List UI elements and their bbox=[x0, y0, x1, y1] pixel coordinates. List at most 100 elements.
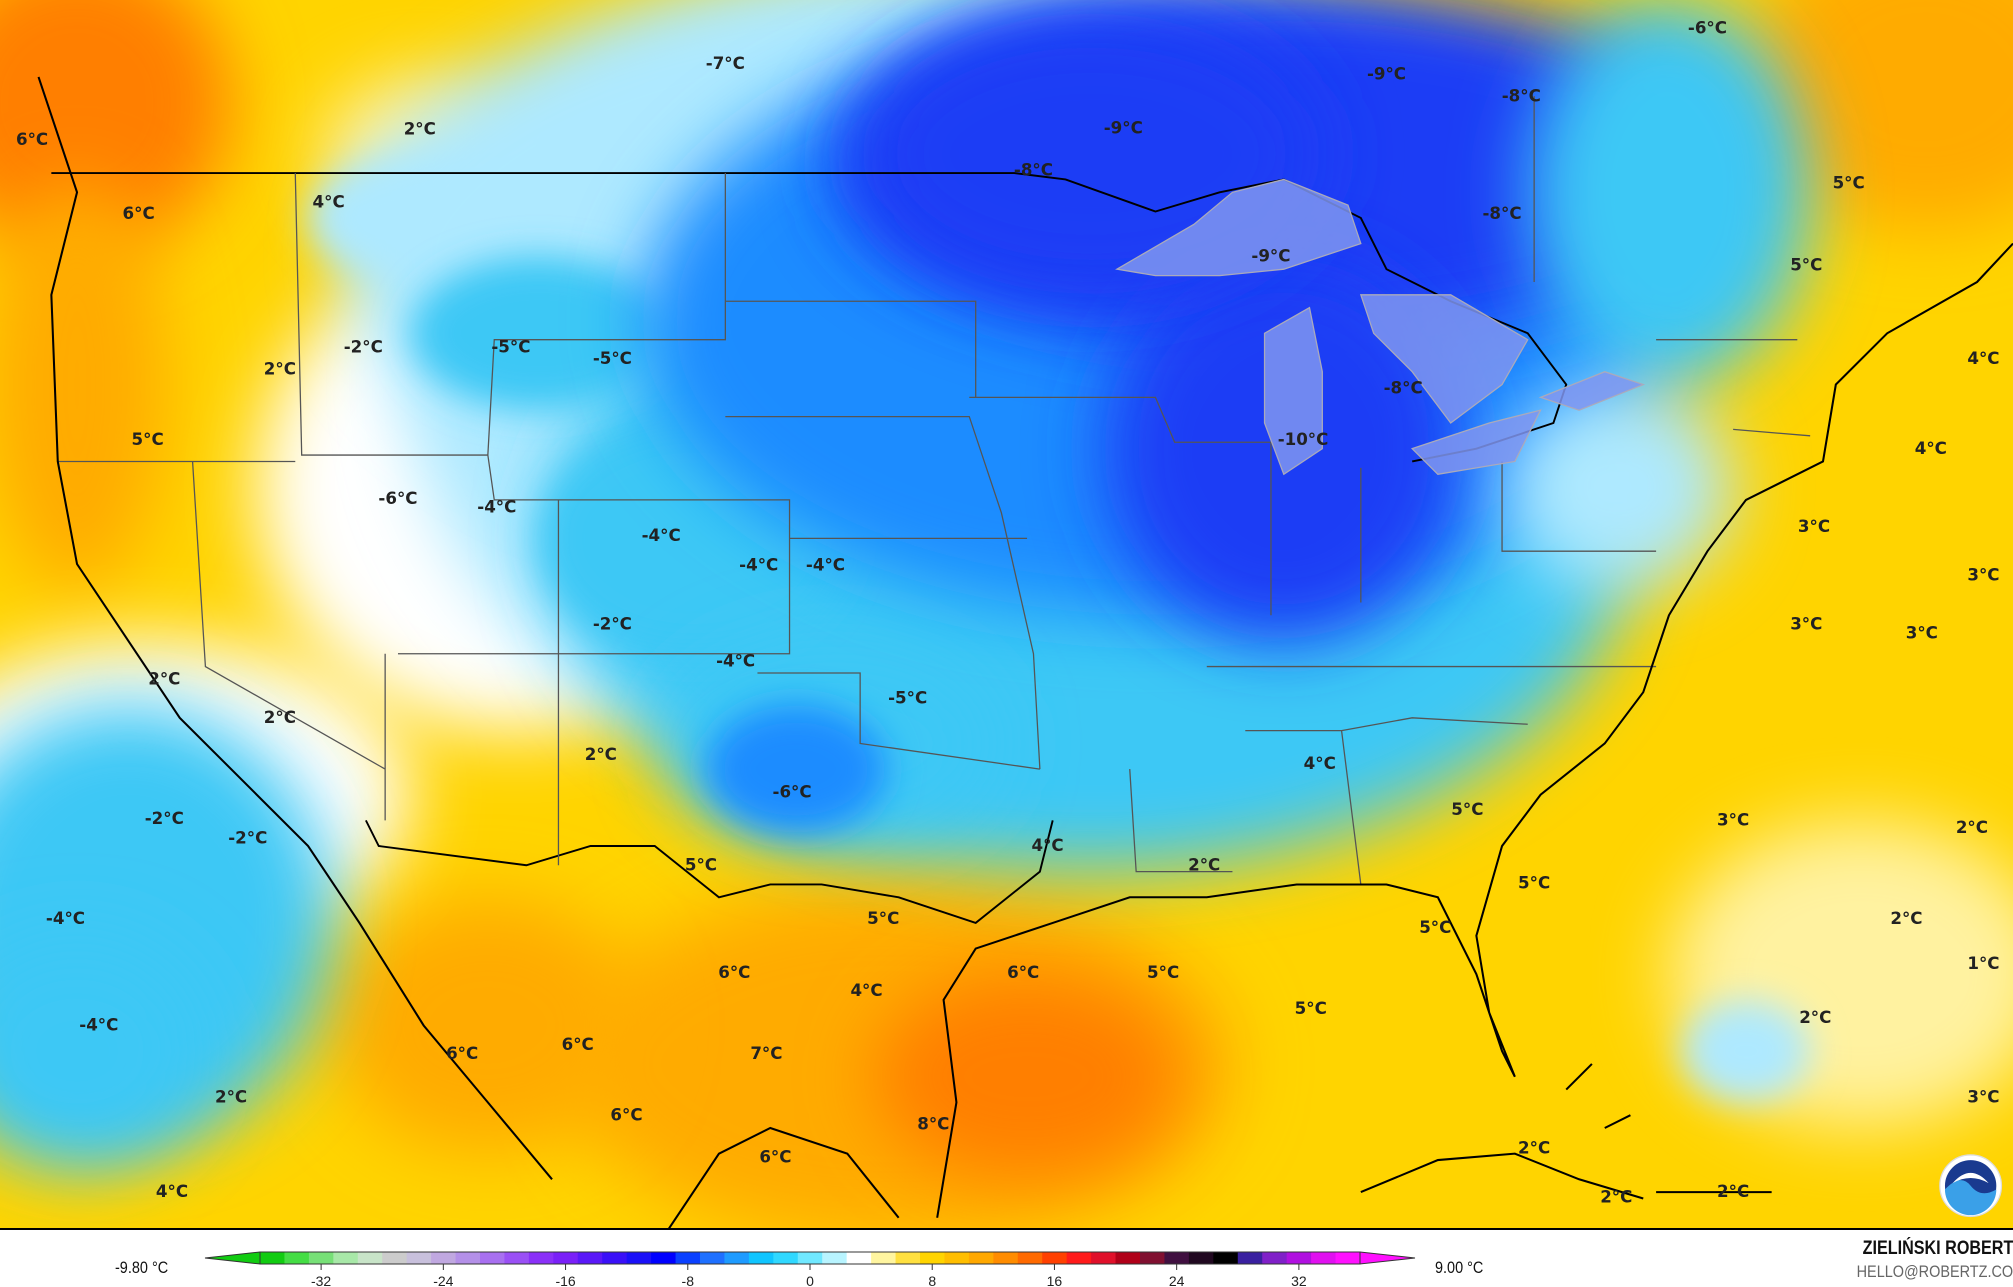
field-region-warmer bbox=[1746, 0, 2013, 231]
temperature-label: -9°C bbox=[1367, 64, 1406, 83]
colorbar-swatch bbox=[797, 1252, 823, 1264]
political-borders bbox=[37, 76, 2013, 1228]
colorbar-min-arrow bbox=[204, 1251, 261, 1265]
field-region-cool bbox=[410, 256, 668, 411]
temperature-label: -8°C bbox=[1014, 161, 1053, 180]
temperature-label: 2°C bbox=[585, 745, 617, 764]
colorbar-swatch bbox=[773, 1252, 799, 1264]
colorbar-tick-label: -16 bbox=[555, 1273, 575, 1287]
colorbar-swatch bbox=[1115, 1252, 1141, 1264]
colorbar-swatch bbox=[944, 1252, 970, 1264]
colorbar-swatch bbox=[260, 1252, 285, 1264]
temperature-label: 6°C bbox=[446, 1044, 478, 1063]
temperature-label: -4°C bbox=[477, 498, 516, 517]
temperature-label: -4°C bbox=[642, 526, 681, 545]
temperature-label: 4°C bbox=[1967, 349, 1999, 368]
colorbar-swatch bbox=[455, 1252, 481, 1264]
temperature-label: 3°C bbox=[1717, 811, 1749, 830]
temperature-label: -10°C bbox=[1278, 430, 1329, 449]
field-region-cool-light bbox=[1681, 999, 1811, 1103]
colorbar-swatch bbox=[724, 1252, 750, 1264]
us-mexico-border bbox=[365, 819, 1054, 925]
colorbar-tick-label: -24 bbox=[433, 1273, 453, 1287]
colorbar-swatch bbox=[1164, 1252, 1190, 1264]
temperature-label: -6°C bbox=[1688, 18, 1727, 37]
temperature-label: 3°C bbox=[1906, 623, 1938, 642]
temperature-label: 6°C bbox=[123, 204, 155, 223]
temperature-label: 2°C bbox=[1518, 1139, 1550, 1158]
temperature-field bbox=[0, 0, 2013, 1228]
legend-bar: -9.80 °C -32 -24 -16 -8 0 8 16 24 32 9.00 °C ZIE… bbox=[0, 1232, 2013, 1287]
colorbar: -32 -24 -16 -8 0 8 16 24 32 bbox=[204, 1251, 1416, 1287]
colorbar-max-arrow bbox=[1359, 1251, 1416, 1265]
colorbar-swatch bbox=[651, 1252, 677, 1264]
temperature-label: -8°C bbox=[1384, 379, 1423, 398]
lake-superior bbox=[1115, 178, 1362, 277]
colorbar-swatch bbox=[968, 1252, 994, 1264]
temperature-label: 7°C bbox=[750, 1044, 782, 1063]
caribbean-coastline bbox=[1360, 1063, 1772, 1200]
author-email: HELLO@ROBERTZ.CO bbox=[1856, 1262, 2013, 1281]
colorbar-swatches bbox=[204, 1251, 1416, 1265]
temperature-label: 3°C bbox=[1967, 566, 1999, 585]
temperature-label: 4°C bbox=[1915, 439, 1947, 458]
temperature-label: 5°C bbox=[1147, 963, 1179, 982]
temperature-label: 5°C bbox=[867, 909, 899, 928]
temperature-label: 2°C bbox=[1890, 909, 1922, 928]
temperature-label: -5°C bbox=[593, 349, 632, 368]
legend-max-label: 9.00 °C bbox=[1435, 1258, 1484, 1277]
colorbar-swatch bbox=[308, 1252, 334, 1264]
temperature-label: 4°C bbox=[850, 981, 882, 1000]
temperature-label: 5°C bbox=[1451, 800, 1483, 819]
state-borders bbox=[57, 96, 1811, 885]
colorbar-swatch bbox=[431, 1252, 457, 1264]
colorbar-swatch bbox=[1042, 1252, 1068, 1264]
temperature-label: 2°C bbox=[264, 359, 296, 378]
colorbar-swatch bbox=[1188, 1252, 1214, 1264]
temperature-map: -7°C -9°C -6°C -8°C 2°C 6°C -9°C -8°C 4°C 6°C -8°C… bbox=[0, 0, 2013, 1230]
colorbar-swatch bbox=[602, 1252, 628, 1264]
colorbar-swatch bbox=[748, 1252, 774, 1264]
field-region-hot bbox=[872, 974, 1182, 1180]
temperature-label: -4°C bbox=[46, 909, 85, 928]
temperature-label: 3°C bbox=[1790, 614, 1822, 633]
temperature-label: 5°C bbox=[1833, 173, 1865, 192]
field-region-warmer bbox=[333, 897, 642, 1154]
temperature-label: 6°C bbox=[16, 130, 48, 149]
author-name: ZIELIŃSKI ROBERT bbox=[1862, 1238, 2013, 1259]
temperature-label: 2°C bbox=[1600, 1187, 1632, 1206]
colorbar-swatch bbox=[528, 1252, 554, 1264]
temperature-label: 3°C bbox=[1967, 1087, 1999, 1106]
temperature-label: 4°C bbox=[156, 1182, 188, 1201]
temperature-label: 5°C bbox=[1518, 873, 1550, 892]
colorbar-swatch bbox=[626, 1252, 652, 1264]
temperature-label: -6°C bbox=[378, 489, 417, 508]
field-region-cool bbox=[0, 935, 206, 1167]
temperature-labels: -7°C -9°C -6°C -8°C 2°C 6°C -9°C -8°C 4°C 6°C -8°C… bbox=[16, 18, 2000, 1206]
lake-michigan bbox=[1263, 306, 1323, 476]
temperature-label: -6°C bbox=[773, 782, 812, 801]
colorbar-swatch bbox=[1286, 1252, 1312, 1264]
temperature-label: 2°C bbox=[1717, 1182, 1749, 1201]
temperature-label: 2°C bbox=[1799, 1008, 1831, 1027]
lake-erie bbox=[1410, 409, 1542, 475]
temperature-label: 6°C bbox=[759, 1148, 791, 1167]
colorbar-swatch bbox=[553, 1252, 579, 1264]
colorbar-swatch bbox=[1066, 1252, 1092, 1264]
temperature-label: -4°C bbox=[79, 1016, 118, 1035]
temperature-label: 5°C bbox=[685, 855, 717, 874]
temperature-label: 6°C bbox=[1007, 963, 1039, 982]
colorbar-swatch bbox=[1237, 1252, 1263, 1264]
coastline bbox=[37, 76, 2013, 1228]
temperature-label: 6°C bbox=[562, 1035, 594, 1054]
colorbar-swatch bbox=[284, 1252, 310, 1264]
temperature-label: -8°C bbox=[1502, 86, 1541, 105]
colorbar-swatch bbox=[406, 1252, 432, 1264]
temperature-label: -4°C bbox=[739, 555, 778, 574]
temperature-label: -5°C bbox=[491, 338, 530, 357]
temperature-label: 4°C bbox=[1031, 836, 1063, 855]
field-region-cool-light bbox=[1502, 384, 1734, 590]
noaa-logo bbox=[1939, 1154, 2003, 1218]
colorbar-swatch bbox=[333, 1252, 359, 1264]
colorbar-tick-label: 0 bbox=[806, 1273, 814, 1287]
